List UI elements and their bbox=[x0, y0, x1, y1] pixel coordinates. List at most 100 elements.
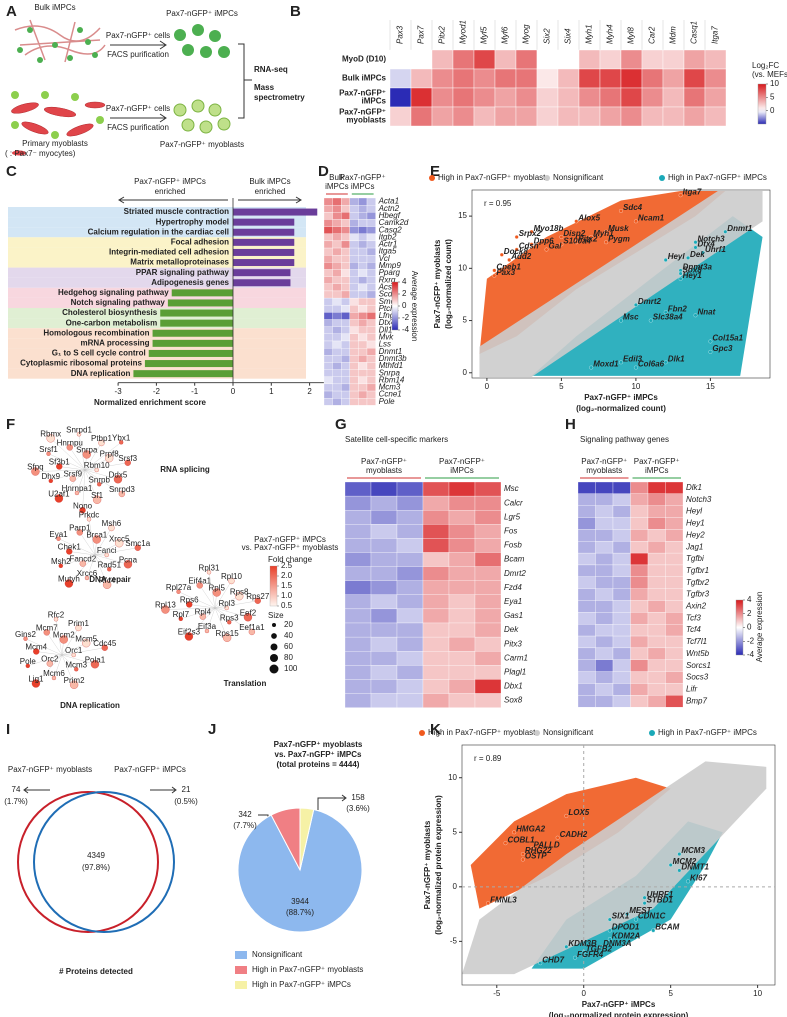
y-axis-label: (log₂-normalized protein expression) bbox=[434, 795, 443, 935]
size-key bbox=[269, 653, 279, 663]
heatmap-cell bbox=[396, 481, 424, 497]
heatmap-cell bbox=[366, 240, 376, 249]
point-label: Nnat bbox=[698, 307, 716, 316]
heatmap-cell bbox=[341, 240, 350, 249]
group-label: iMPCs bbox=[351, 182, 375, 191]
heatmap-cell bbox=[349, 319, 359, 327]
edge bbox=[35, 654, 63, 684]
edge bbox=[88, 519, 96, 556]
heatmap-cell bbox=[341, 326, 350, 335]
point bbox=[529, 846, 534, 851]
heatmap-cell bbox=[323, 240, 333, 249]
heatmap-cell bbox=[349, 269, 359, 277]
heatmap-cell bbox=[612, 517, 631, 530]
heatmap-cell bbox=[595, 481, 614, 495]
gene-label: Notch3 bbox=[686, 495, 712, 504]
node bbox=[66, 548, 73, 555]
heatmap-cell bbox=[630, 671, 649, 684]
heatmap-cell bbox=[620, 49, 643, 70]
gene-label: Calcr bbox=[504, 498, 523, 507]
heatmap-cell bbox=[323, 390, 333, 399]
gene-label: Eya1 bbox=[504, 597, 522, 606]
label: FACS purification bbox=[107, 50, 169, 59]
y-tick-label: 10 bbox=[448, 773, 457, 782]
heatmap-cell bbox=[341, 290, 350, 299]
point-label: Col6a6 bbox=[638, 360, 665, 369]
heatmap-cell bbox=[494, 49, 517, 70]
heatmap-cell bbox=[341, 262, 350, 270]
point-label: KI67 bbox=[690, 873, 707, 882]
heatmap-cell bbox=[422, 622, 450, 638]
band bbox=[8, 308, 306, 319]
heatmap-cell bbox=[422, 524, 450, 539]
column-label: Mdm bbox=[669, 26, 678, 44]
point bbox=[581, 950, 586, 955]
heatmap-cell bbox=[448, 510, 476, 525]
gene-label: Acta1 bbox=[378, 197, 399, 206]
heatmap-cell bbox=[341, 255, 350, 263]
heatmap-cell bbox=[683, 49, 706, 70]
heatmap-cell bbox=[577, 541, 596, 554]
heatmap-cell bbox=[396, 651, 424, 666]
heatmap-cell bbox=[358, 398, 368, 406]
legend-marker bbox=[419, 730, 425, 736]
cluster-title: DNA repair bbox=[89, 575, 131, 584]
heatmap-cell bbox=[341, 297, 350, 306]
heatmap-cell bbox=[665, 576, 684, 589]
node-label: Eya1 bbox=[49, 530, 68, 539]
node bbox=[204, 628, 210, 634]
colorbar-tick-label: 2 bbox=[747, 609, 752, 618]
heatmap-cell bbox=[595, 493, 614, 506]
heatmap-cell bbox=[620, 106, 643, 127]
node-label: Rps8 bbox=[230, 587, 249, 596]
heatmap-cell bbox=[341, 219, 350, 227]
heatmap-cell bbox=[647, 564, 666, 577]
node bbox=[69, 680, 79, 689]
node-label: Rps3 bbox=[220, 613, 239, 622]
point bbox=[520, 857, 525, 862]
heatmap-cell bbox=[349, 240, 359, 249]
heatmap-cell bbox=[641, 87, 664, 108]
heatmap-cell bbox=[578, 68, 601, 89]
node bbox=[43, 629, 50, 636]
gene-label: Lgr5 bbox=[504, 512, 521, 521]
venn-set bbox=[17, 791, 159, 933]
row-label: myoblasts bbox=[346, 116, 386, 125]
heatmap-cell bbox=[536, 68, 559, 89]
point bbox=[564, 813, 569, 818]
heatmap-cell bbox=[370, 538, 398, 553]
heatmap-cell bbox=[341, 355, 350, 363]
heatmap-cell bbox=[349, 247, 359, 256]
bar bbox=[233, 248, 295, 256]
heatmap-cell bbox=[577, 552, 596, 566]
heatmap-cell bbox=[612, 505, 631, 518]
node-label: Cdc45 bbox=[93, 639, 117, 648]
point-label: Pax3 bbox=[496, 268, 515, 277]
y-tick-label: 5 bbox=[463, 316, 468, 325]
gene-label: Pparg bbox=[379, 268, 401, 277]
heatmap-cell bbox=[647, 683, 666, 696]
node-label: Srsf9 bbox=[63, 470, 82, 479]
bar bbox=[171, 289, 233, 297]
legend-marker bbox=[649, 730, 655, 736]
node-label: Ybx1 bbox=[112, 433, 131, 442]
gene-label: Vcl bbox=[379, 254, 390, 263]
heatmap-cell bbox=[332, 398, 342, 406]
percent-label: (88.7%) bbox=[286, 908, 314, 917]
heatmap-cell bbox=[595, 505, 614, 518]
size-label: 20 bbox=[284, 620, 293, 629]
heatmap-cell bbox=[515, 87, 538, 108]
colorbar bbox=[735, 599, 744, 656]
point bbox=[677, 868, 682, 873]
point-label: Srpx2 bbox=[519, 229, 542, 238]
heatmap-cell bbox=[323, 305, 333, 313]
heatmap-cell bbox=[341, 333, 350, 342]
heatmap-cell bbox=[665, 481, 684, 495]
heatmap-cell bbox=[344, 622, 372, 638]
heatmap-cell bbox=[323, 219, 333, 227]
edge bbox=[61, 643, 87, 656]
heatmap-cell bbox=[647, 612, 666, 625]
heatmap-cell bbox=[612, 541, 631, 554]
heatmap-cell bbox=[647, 505, 666, 518]
heatmap-cell bbox=[370, 566, 398, 581]
